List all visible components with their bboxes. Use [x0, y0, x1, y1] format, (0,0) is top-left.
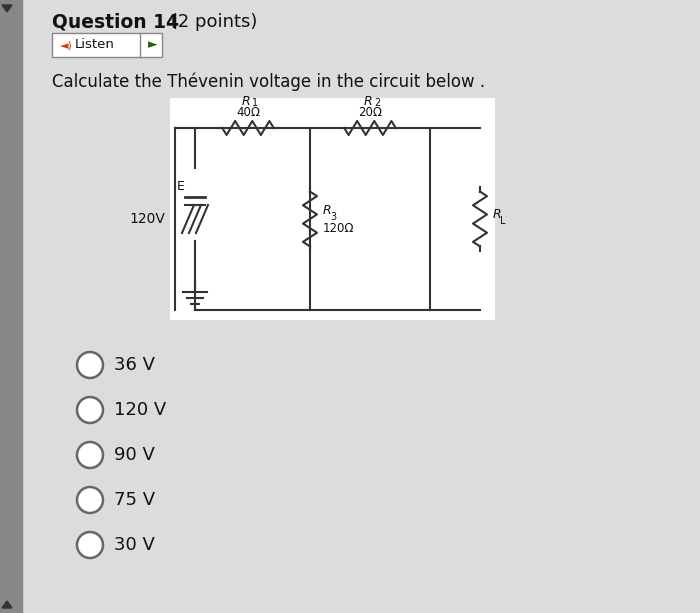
Text: 40Ω: 40Ω [236, 106, 260, 119]
Circle shape [77, 442, 103, 468]
Text: Calculate the Thévenin voltage in the circuit below .: Calculate the Thévenin voltage in the ci… [52, 73, 485, 91]
Text: 90 V: 90 V [114, 446, 155, 464]
Circle shape [77, 532, 103, 558]
Text: L: L [500, 216, 505, 226]
Text: R: R [323, 205, 332, 218]
Text: 30 V: 30 V [114, 536, 155, 554]
Text: 120Ω: 120Ω [323, 223, 354, 235]
Circle shape [77, 397, 103, 423]
Circle shape [77, 352, 103, 378]
Circle shape [77, 487, 103, 513]
Text: 120 V: 120 V [114, 401, 167, 419]
Text: ◄): ◄) [60, 40, 73, 50]
Text: 3: 3 [330, 212, 336, 222]
Text: 1: 1 [252, 98, 258, 108]
Polygon shape [2, 601, 12, 608]
Bar [170, 98, 495, 320]
Text: Listen: Listen [75, 39, 115, 51]
Text: 120V: 120V [129, 212, 165, 226]
Bar [0, 0, 22, 613]
Text: Question 14: Question 14 [52, 12, 179, 31]
Polygon shape [2, 5, 12, 12]
Text: R: R [241, 95, 251, 108]
Text: 20Ω: 20Ω [358, 106, 382, 119]
Text: ►: ► [148, 39, 158, 51]
Text: 75 V: 75 V [114, 491, 155, 509]
Text: 2: 2 [374, 98, 380, 108]
Text: R: R [493, 207, 502, 221]
Text: E: E [177, 180, 185, 194]
Bar [52, 33, 162, 57]
Text: 36 V: 36 V [114, 356, 155, 374]
Text: (2 points): (2 points) [165, 13, 258, 31]
Text: R: R [364, 95, 372, 108]
